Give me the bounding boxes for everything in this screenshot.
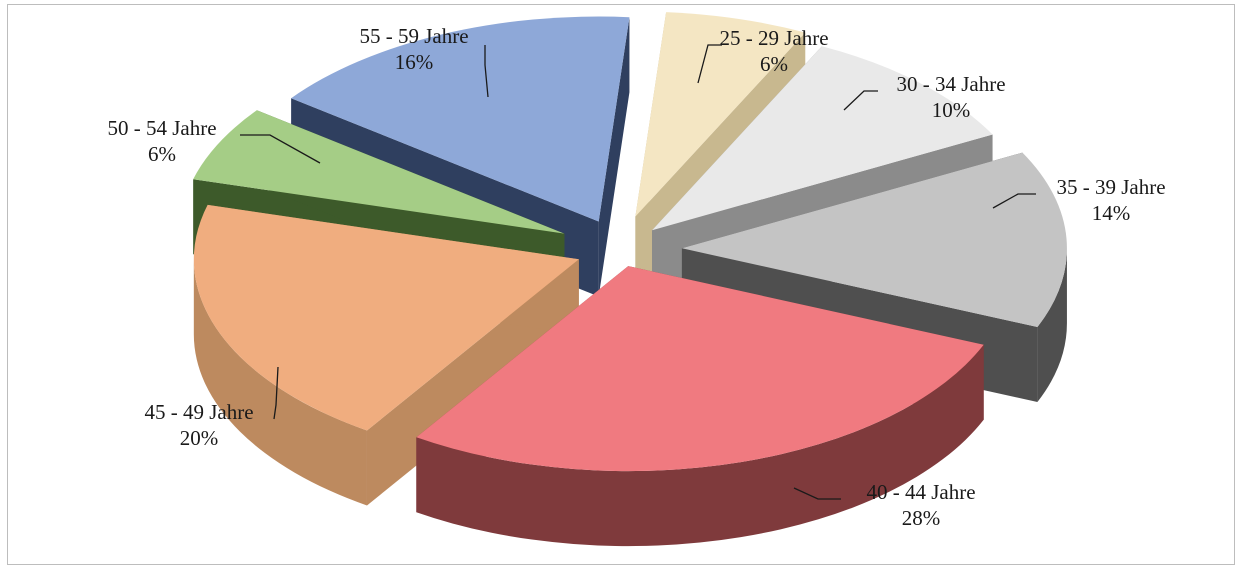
slice-3 xyxy=(416,266,984,472)
value-label-0: 6% xyxy=(760,52,788,76)
category-label-5: 50 - 54 Jahre xyxy=(107,116,216,140)
category-label-0: 25 - 29 Jahre xyxy=(719,26,828,50)
chart-frame: 25 - 29 Jahre 6% 30 - 34 Jahre 10% 35 - 39 J… xyxy=(7,4,1235,565)
value-label-2: 14% xyxy=(1092,201,1131,225)
slice-6 xyxy=(291,16,630,222)
category-label-3: 40 - 44 Jahre xyxy=(866,480,975,504)
leader-lines-layer xyxy=(240,44,1036,500)
leader-line-4 xyxy=(273,366,279,420)
value-label-3: 28% xyxy=(902,506,941,530)
value-label-4: 20% xyxy=(180,426,219,450)
leader-line-3 xyxy=(793,487,841,500)
slice-tops-layer xyxy=(193,12,1067,472)
value-label-6: 16% xyxy=(395,50,434,74)
slice-4 xyxy=(193,204,579,431)
slice-rim-3 xyxy=(416,344,984,547)
leader-line-6 xyxy=(484,45,489,98)
category-label-1: 30 - 34 Jahre xyxy=(896,72,1005,96)
category-label-4: 45 - 49 Jahre xyxy=(144,400,253,424)
slice-rim-4 xyxy=(193,259,367,506)
slice-5 xyxy=(193,110,565,234)
leader-line-1 xyxy=(843,90,878,111)
value-label-1: 10% xyxy=(932,98,971,122)
leader-line-5 xyxy=(240,134,321,164)
slice-rim-2 xyxy=(1037,248,1067,403)
slice-0 xyxy=(635,12,806,217)
slice-side-6-1 xyxy=(598,17,630,297)
value-label-5: 6% xyxy=(148,142,176,166)
category-label-6: 55 - 59 Jahre xyxy=(359,24,468,48)
leader-line-0 xyxy=(697,44,722,84)
slice-1 xyxy=(652,46,993,231)
category-label-2: 35 - 39 Jahre xyxy=(1056,175,1165,199)
slice-2 xyxy=(681,152,1067,328)
leader-line-2 xyxy=(992,193,1036,209)
